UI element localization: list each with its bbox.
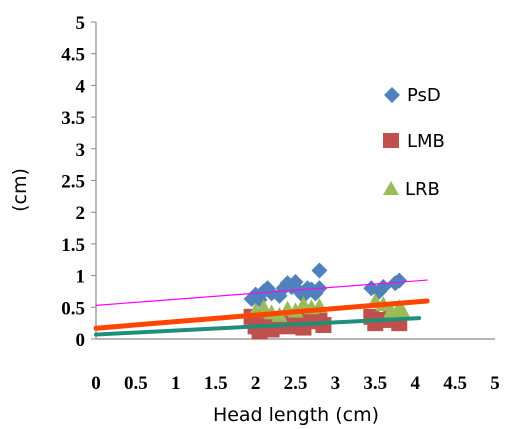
trendline-2 <box>94 316 422 337</box>
y-tick-label: 3 <box>76 140 86 161</box>
y-axis-title: (cm) <box>9 168 31 212</box>
legend-item-lmb: LMB <box>383 131 445 152</box>
x-tick-label: 2.5 <box>284 373 308 394</box>
plot-area: 0 0.5 1 1.5 2 2.5 3 3.5 4 4.5 5 0 0.5 1 1.5 2 2.5 3 3.5 4 4… <box>61 13 500 394</box>
x-tick-label: 3.5 <box>363 373 387 394</box>
x-tick-label: 4.5 <box>443 373 467 394</box>
x-axis-title: Head length (cm) <box>213 404 379 426</box>
x-tick-label: 4 <box>410 373 420 394</box>
y-tick-label: 4 <box>76 76 86 97</box>
trendline-1 <box>93 298 430 331</box>
y-tick-label: 2 <box>76 203 86 224</box>
x-tick-label: 3 <box>331 373 341 394</box>
y-tick-label: 3.5 <box>61 108 85 129</box>
marker-psd <box>311 262 328 279</box>
legend-marker-psd <box>384 87 400 103</box>
legend-label-psd: PsD <box>407 85 441 106</box>
legend-label-lmb: LMB <box>407 131 445 152</box>
y-tick-label: 1.5 <box>61 235 85 256</box>
data-markers <box>243 262 412 340</box>
y-tick-label: 1 <box>76 267 86 288</box>
trendlines <box>93 279 430 337</box>
x-tick-label: 1.5 <box>204 373 228 394</box>
y-axis-ticks: 0 0.5 1 1.5 2 2.5 3 3.5 4 4.5 5 <box>61 13 96 351</box>
x-tick-label: 0.5 <box>124 373 148 394</box>
y-tick-label: 0.5 <box>61 298 85 319</box>
marker-lrb <box>395 304 412 320</box>
y-tick-label: 5 <box>76 13 86 34</box>
legend-item-psd: PsD <box>384 85 441 106</box>
legend: PsD LMB LRB <box>383 85 445 200</box>
legend-label-lrb: LRB <box>405 179 440 200</box>
legend-marker-lrb <box>383 181 399 195</box>
x-tick-label: 1 <box>171 373 181 394</box>
x-tick-label: 5 <box>490 373 500 394</box>
marker-lrb <box>255 299 272 315</box>
x-axis-ticks: 0 0.5 1 1.5 2 2.5 3 3.5 4 4.5 5 <box>91 373 500 394</box>
x-tick-label: 2 <box>251 373 261 394</box>
y-tick-label: 0 <box>76 330 86 351</box>
x-tick-label: 0 <box>91 373 101 394</box>
legend-item-lrb: LRB <box>383 179 440 200</box>
y-tick-label: 4.5 <box>61 45 85 66</box>
trendline-0 <box>95 279 428 306</box>
legend-marker-lmb <box>383 133 399 148</box>
marker-psd <box>391 272 408 289</box>
y-tick-label: 2.5 <box>61 172 85 193</box>
